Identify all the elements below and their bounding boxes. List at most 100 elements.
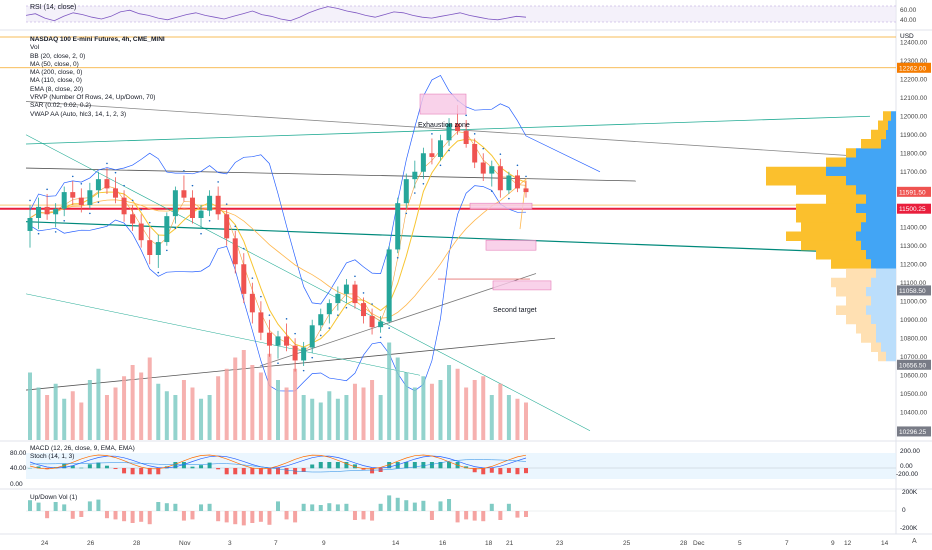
price-axis-label: 11900.00 xyxy=(900,132,927,139)
sar-dot xyxy=(294,332,296,335)
candle-body xyxy=(78,197,84,206)
macd-histogram-bar xyxy=(96,462,101,469)
updown-vol-bar xyxy=(506,503,511,511)
updown-vol-bar xyxy=(181,511,186,521)
time-axis-label: 21 xyxy=(506,540,514,547)
volume-bar xyxy=(481,376,486,440)
price-badge xyxy=(897,203,931,214)
indicator-vrvp[interactable]: VRVP (Number Of Rows, 24, Up/Down, 70) xyxy=(30,94,156,102)
time-axis-label: Dec xyxy=(693,540,705,547)
volume-bar xyxy=(327,391,332,440)
vol-axis-0: 0 xyxy=(902,507,906,514)
candle-body xyxy=(147,240,153,255)
candle-body xyxy=(386,249,392,322)
volume-bar xyxy=(370,380,375,440)
time-axis-label: 3 xyxy=(228,540,232,547)
rsi-band xyxy=(26,6,896,22)
macd-histogram-bar xyxy=(370,468,375,474)
price-axis-label: 12000.00 xyxy=(900,113,927,120)
teal-support-line xyxy=(25,221,871,254)
volume-profile-bar xyxy=(801,240,861,251)
volume-bar xyxy=(404,372,409,440)
indicator-ma50[interactable]: MA (50, close, 0) xyxy=(30,60,79,68)
candle-body xyxy=(249,293,255,313)
volume-profile-bar xyxy=(826,166,896,177)
volume-profile-bar xyxy=(861,139,881,149)
updown-vol-bar xyxy=(481,511,486,522)
indicator-ema[interactable]: EMA (8, close, 20) xyxy=(30,85,84,93)
volume-profile-bar xyxy=(871,296,896,306)
updown-vol-bar xyxy=(156,502,161,511)
price-axis-label: 10700.00 xyxy=(900,354,927,361)
volume-bar xyxy=(412,387,417,440)
sar-dot xyxy=(431,133,433,135)
updown-vol-bar xyxy=(207,503,212,511)
sar-dot xyxy=(354,275,356,278)
sar-dot xyxy=(191,184,194,187)
exhaustion-zone-label[interactable]: Exhaustion zone xyxy=(418,122,470,129)
second-target-label[interactable]: Second target xyxy=(493,307,537,314)
volume-profile-bar xyxy=(871,129,886,140)
volume-bar xyxy=(130,365,135,440)
volume-profile-bar xyxy=(766,176,846,186)
sar-dot xyxy=(208,219,211,222)
volume-bar xyxy=(53,383,58,440)
price-axis-label: 10800.00 xyxy=(900,335,927,342)
sar-dot xyxy=(422,182,425,185)
macd-histogram-bar xyxy=(352,464,357,469)
volume-profile-bar xyxy=(846,157,896,167)
volume-bar xyxy=(45,395,50,440)
auto-scale-icon[interactable]: A xyxy=(912,538,917,545)
macd-histogram-bar xyxy=(130,468,135,475)
volume-bar xyxy=(79,402,84,440)
symbol-title[interactable]: NASDAQ 100 E-mini Futures, 4h, CME_MINI xyxy=(30,36,165,43)
second-target-box xyxy=(492,280,552,291)
macd-histogram-bar xyxy=(276,468,280,475)
updown-vol-bar xyxy=(130,511,135,523)
candle-body xyxy=(301,347,307,361)
price-axis-label: 11300.00 xyxy=(900,243,927,250)
price-axis-label: 12100.00 xyxy=(900,95,927,102)
indicator-ma110[interactable]: MA (110, close, 0) xyxy=(30,77,82,85)
time-axis-label: 14 xyxy=(392,540,400,547)
updown-vol-bar xyxy=(515,511,520,518)
volume-bar xyxy=(498,383,503,440)
macd-left-axis-40: 40.00 xyxy=(10,465,27,472)
candle-body xyxy=(446,123,452,141)
macd-histogram-bar xyxy=(113,468,118,470)
volume-bar xyxy=(216,376,221,440)
sar-dot xyxy=(225,203,228,205)
updown-vol-bar xyxy=(318,505,323,511)
price-axis-label: 11100.00 xyxy=(900,280,927,287)
price-axis-label: 10600.00 xyxy=(900,372,927,379)
price-badge-label: 11500.25 xyxy=(899,206,926,213)
volume-profile-bar xyxy=(886,129,896,140)
volume-profile-bar xyxy=(861,240,896,251)
time-axis-label: 28 xyxy=(133,540,141,547)
indicator-vol[interactable]: Vol xyxy=(30,44,40,52)
candle-body xyxy=(378,321,384,328)
indicator-sar[interactable]: SAR (0.02, 0.02, 0.2) xyxy=(30,102,92,110)
volume-bar xyxy=(455,368,460,440)
time-axis-label: Nov xyxy=(179,540,191,547)
ma-50-line xyxy=(29,138,527,348)
trendline-rising xyxy=(25,337,556,391)
indicator-vwap[interactable]: VWAP AA (Auto, hlc3, 14, 1, 2, 3) xyxy=(30,110,127,118)
volume-bar xyxy=(36,387,41,440)
volume-profile-bar xyxy=(856,324,876,334)
volume-profile-bar xyxy=(856,185,896,195)
candle-body xyxy=(61,192,67,209)
macd-histogram-bar xyxy=(481,468,486,475)
updown-vol-bar xyxy=(335,504,340,511)
price-badge-label: 10296.25 xyxy=(899,429,926,436)
updown-vol-bar xyxy=(267,511,272,525)
indicator-ma200[interactable]: MA (200, close, 0) xyxy=(30,69,83,77)
sar-dot xyxy=(345,306,348,309)
price-badge-label: 11591.50 xyxy=(899,189,926,196)
rsi-axis-60: 60.00 xyxy=(900,7,917,14)
volume-profile-bar xyxy=(871,259,896,269)
price-badge xyxy=(897,359,931,370)
indicator-bb[interactable]: BB (20, close, 2, 0) xyxy=(30,52,86,60)
candle-body xyxy=(420,153,426,172)
vol-axis-200k: 200K xyxy=(902,489,918,496)
